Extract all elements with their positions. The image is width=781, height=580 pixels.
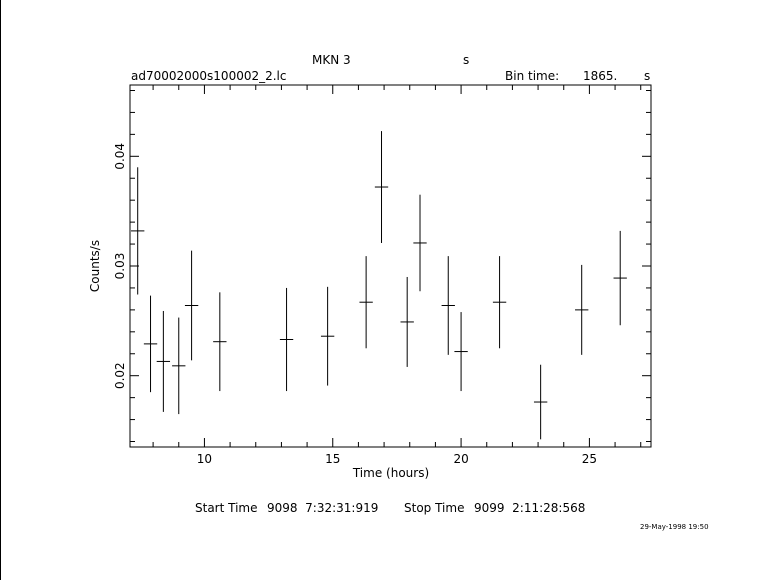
x-tick-label: 15 (325, 452, 340, 466)
data-point (575, 264, 589, 355)
stop-time-value: 9099 2:11:28:568 (474, 501, 585, 515)
y-tick-label: 0.02 (113, 362, 127, 389)
chart-title-unit: s (463, 53, 469, 67)
data-point (454, 312, 468, 392)
x-tick-label: 10 (197, 452, 212, 466)
start-time-label: Start Time (195, 501, 258, 515)
axis-ticks (130, 85, 651, 447)
data-point (359, 256, 373, 349)
data-point (279, 287, 294, 392)
file-label: ad70002000s100002_2.lc (131, 69, 287, 83)
bin-time-value: 1865. (583, 69, 617, 83)
data-point (613, 230, 627, 326)
x-tick-label: 20 (453, 452, 468, 466)
bin-time-unit: s (644, 69, 650, 83)
date-stamp: 29-May-1998 19:50 (640, 523, 709, 531)
data-point (533, 364, 548, 440)
y-axis-label: Counts/s (88, 240, 102, 292)
data-point (320, 286, 335, 386)
axis-tick-labels: 10 15 20 25 0.02 0.03 0.04 (113, 143, 597, 466)
data-point (374, 131, 389, 243)
data-point (413, 194, 427, 292)
data-point (492, 256, 507, 349)
stop-time-label: Stop Time (404, 501, 464, 515)
data-point (143, 295, 158, 393)
data-point (131, 167, 145, 295)
bin-time-label: Bin time: (505, 69, 559, 83)
x-tick-label: 25 (582, 452, 597, 466)
data-point (441, 256, 455, 355)
chart-title: MKN 3 (312, 53, 351, 67)
data-points (131, 131, 627, 440)
x-axis-label: Time (hours) (352, 466, 429, 480)
data-point (213, 292, 227, 392)
start-time-value: 9098 7:32:31:919 (267, 501, 378, 515)
data-point (156, 310, 171, 412)
data-point (400, 276, 414, 367)
y-tick-label: 0.04 (113, 143, 127, 170)
data-point (184, 250, 199, 361)
y-tick-label: 0.03 (113, 253, 127, 280)
data-point (172, 317, 186, 415)
